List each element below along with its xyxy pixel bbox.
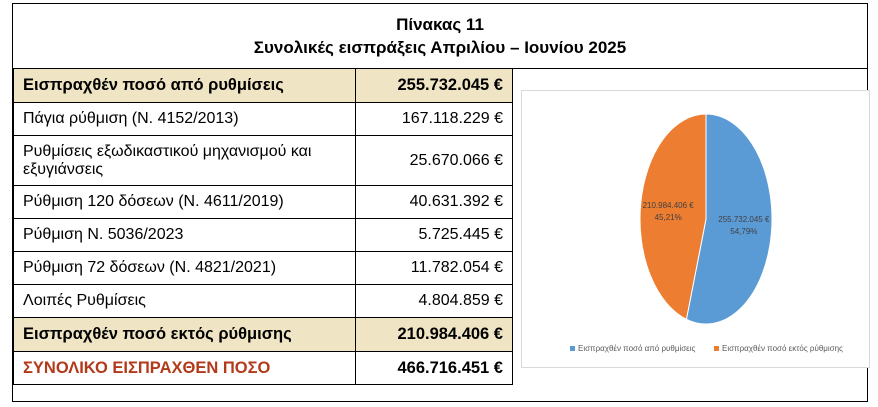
row-value: 167.118.229 € [354, 102, 514, 136]
row-label: Ρύθμιση 72 δόσεων (Ν. 4821/2021) [13, 251, 356, 285]
pie-slice [639, 113, 707, 321]
row-label: Ρυθμίσεις εξωδικαστικού μηχανισμού και ε… [13, 135, 356, 186]
pie-data-label: 255.732.045 € [718, 215, 770, 224]
row-value: 40.631.392 € [354, 185, 514, 219]
table-row: Λοιπές Ρυθμίσεις 4.804.859 € [13, 284, 514, 318]
pie-chart-svg: 255.732.045 € 54,79% 210.984.406 € 45,21% Ει… [570, 113, 843, 353]
pie-data-label: 54,79% [730, 227, 757, 236]
legend-label: Εισπραχθέν ποσό εκτός ρύθμισης [722, 344, 843, 353]
legend-swatch [714, 346, 719, 351]
table-row: Ρυθμίσεις εξωδικαστικού μηχανισμού και ε… [13, 135, 514, 186]
pie-data-label: 45,21% [655, 213, 682, 222]
row-label: Πάγια ρύθμιση (Ν. 4152/2013) [13, 102, 356, 136]
table-row: Ρύθμιση 120 δόσεων (Ν. 4611/2019) 40.631.… [13, 185, 514, 219]
table-row: Πάγια ρύθμιση (Ν. 4152/2013) 167.118.229 … [13, 102, 514, 136]
row-label: Εισπραχθέν ποσό εκτός ρύθμισης [13, 317, 356, 352]
table-row: Εισπραχθέν ποσό από ρυθμίσεις 255.732.045… [13, 68, 514, 103]
row-label: Ρύθμιση 120 δόσεων (Ν. 4611/2019) [13, 185, 356, 219]
row-label: Εισπραχθέν ποσό από ρυθμίσεις [13, 68, 356, 103]
collections-table: Εισπραχθέν ποσό από ρυθμίσεις 255.732.045… [13, 68, 514, 385]
table-subtitle: Συνολικές εισπράξεις Απριλίου – Ιουνίου … [253, 38, 627, 57]
row-value: 466.716.451 € [354, 351, 514, 385]
table-row: Ρύθμιση Ν. 5036/2023 5.725.445 € [13, 218, 514, 252]
row-value: 5.725.445 € [354, 218, 514, 252]
row-value: 210.984.406 € [354, 317, 514, 352]
pie-data-label: 210.984.406 € [643, 201, 695, 210]
row-value: 25.670.066 € [354, 135, 514, 186]
row-value: 11.782.054 € [354, 251, 514, 285]
row-value: 255.732.045 € [354, 68, 514, 103]
row-label: ΣΥΝΟΛΙΚΟ ΕΙΣΠΡΑΧΘΕΝ ΠΟΣΟ [13, 351, 356, 385]
row-label: Ρύθμιση Ν. 5036/2023 [13, 218, 356, 252]
table-row: ΣΥΝΟΛΙΚΟ ΕΙΣΠΡΑΧΘΕΝ ΠΟΣΟ 466.716.451 € [13, 351, 514, 385]
table-title-box: Πίνακας 11 Συνολικές εισπράξεις Απριλίου… [13, 4, 867, 69]
pie-chart: 255.732.045 € 54,79% 210.984.406 € 45,21% Ει… [521, 90, 870, 368]
report-table-frame: Πίνακας 11 Συνολικές εισπράξεις Απριλίου… [12, 3, 870, 402]
table-number-title: Πίνακας 11 [396, 15, 484, 34]
row-label: Λοιπές Ρυθμίσεις [13, 284, 356, 318]
legend-label: Εισπραχθέν ποσό από ρυθμίσεις [578, 344, 696, 353]
table-row: Εισπραχθέν ποσό εκτός ρύθμισης 210.984.40… [13, 317, 514, 352]
pie-slice [685, 113, 773, 325]
legend-swatch [570, 346, 575, 351]
row-value: 4.804.859 € [354, 284, 514, 318]
table-row: Ρύθμιση 72 δόσεων (Ν. 4821/2021) 11.782.0… [13, 251, 514, 285]
